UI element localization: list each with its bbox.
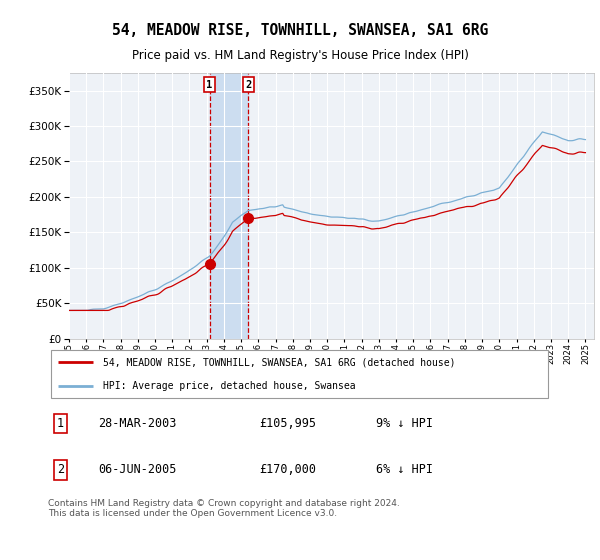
Text: 6% ↓ HPI: 6% ↓ HPI — [376, 463, 433, 476]
Text: 54, MEADOW RISE, TOWNHILL, SWANSEA, SA1 6RG (detached house): 54, MEADOW RISE, TOWNHILL, SWANSEA, SA1 … — [103, 357, 456, 367]
Text: Contains HM Land Registry data © Crown copyright and database right 2024.
This d: Contains HM Land Registry data © Crown c… — [48, 498, 400, 518]
Bar — [209, 73, 248, 339]
Text: 9% ↓ HPI: 9% ↓ HPI — [376, 417, 433, 430]
Text: 54, MEADOW RISE, TOWNHILL, SWANSEA, SA1 6RG: 54, MEADOW RISE, TOWNHILL, SWANSEA, SA1 … — [112, 24, 488, 38]
Text: 06-JUN-2005: 06-JUN-2005 — [98, 463, 177, 476]
Text: 2: 2 — [245, 80, 251, 90]
Text: Price paid vs. HM Land Registry's House Price Index (HPI): Price paid vs. HM Land Registry's House … — [131, 49, 469, 63]
Text: £105,995: £105,995 — [260, 417, 317, 430]
Text: £170,000: £170,000 — [260, 463, 317, 476]
Text: 2: 2 — [57, 463, 64, 476]
FancyBboxPatch shape — [50, 350, 548, 398]
Text: 1: 1 — [206, 80, 212, 90]
Text: 1: 1 — [57, 417, 64, 430]
Text: 28-MAR-2003: 28-MAR-2003 — [98, 417, 177, 430]
Text: HPI: Average price, detached house, Swansea: HPI: Average price, detached house, Swan… — [103, 381, 356, 391]
